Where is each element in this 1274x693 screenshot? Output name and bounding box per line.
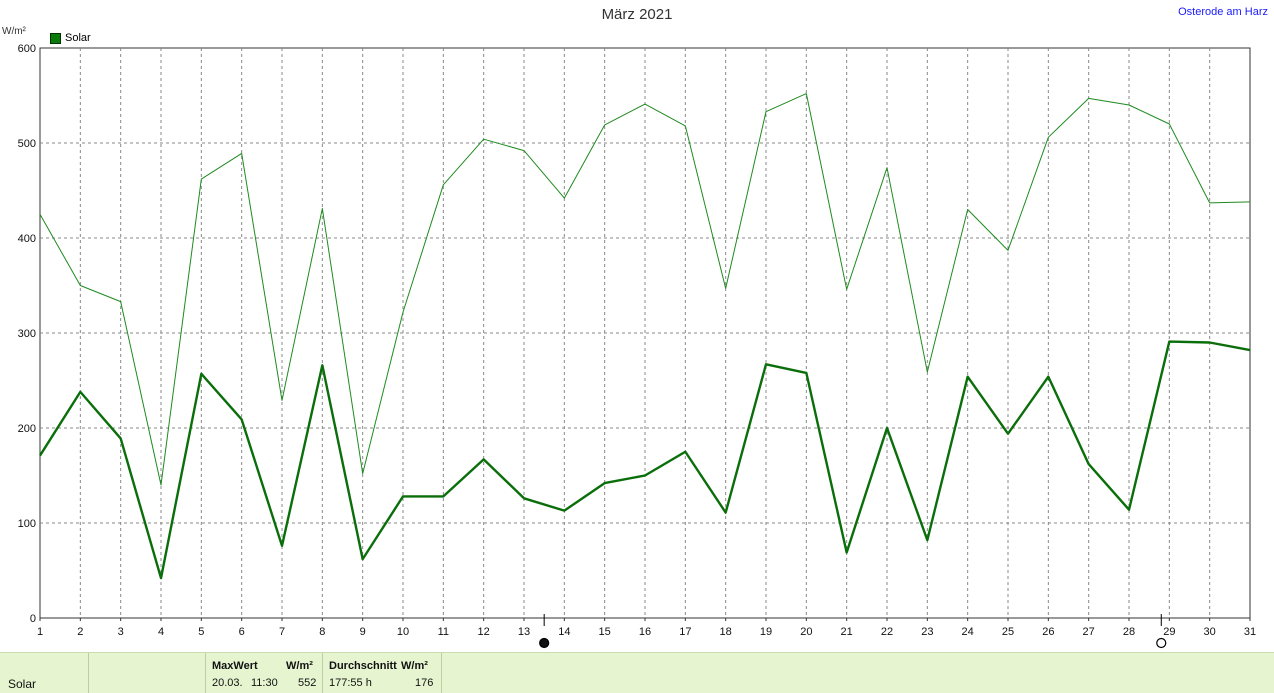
- x-tick-label: 26: [1042, 626, 1054, 638]
- avg-header: Durchschnitt: [329, 660, 397, 672]
- x-tick-label: 18: [720, 626, 732, 638]
- y-tick-label: 600: [18, 43, 36, 55]
- x-tick-label: 7: [279, 626, 285, 638]
- max-value: 552: [298, 677, 317, 689]
- x-tick-label: 31: [1244, 626, 1256, 638]
- x-tick-label: 22: [881, 626, 893, 638]
- avg-duration: 177:55 h: [329, 677, 372, 689]
- x-tick-label: 12: [478, 626, 490, 638]
- max-header: MaxWert: [212, 660, 258, 672]
- x-tick-label: 20: [800, 626, 812, 638]
- series-line-solar-max: [39, 93, 1251, 486]
- y-tick-label: 200: [18, 423, 36, 435]
- footer-max-cell: MaxWert W/m² 20.03. 11:30 552: [206, 653, 323, 693]
- y-tick-label: 100: [18, 518, 36, 530]
- x-tick-label: 10: [397, 626, 409, 638]
- stats-footer: Solar MaxWert W/m² 20.03. 11:30 552 Durc…: [0, 652, 1274, 693]
- max-unit-header: W/m²: [286, 660, 313, 672]
- x-tick-label: 15: [599, 626, 611, 638]
- x-tick-label: 8: [319, 626, 325, 638]
- x-tick-label: 21: [841, 626, 853, 638]
- y-axis-unit: W/m²: [2, 26, 26, 37]
- legend-swatch: [50, 32, 61, 44]
- x-tick-label: 4: [158, 626, 164, 638]
- x-tick-label: 13: [518, 626, 530, 638]
- footer-avg-cell: Durchschnitt W/m² 177:55 h 176: [323, 653, 442, 693]
- max-date: 20.03.: [212, 677, 243, 689]
- avg-value: 176: [415, 677, 434, 689]
- full-moon-icon: [539, 637, 550, 649]
- x-tick-label: 23: [921, 626, 933, 638]
- x-tick-label: 24: [962, 626, 974, 638]
- x-tick-label: 29: [1163, 626, 1175, 638]
- x-tick-label: 27: [1083, 626, 1095, 638]
- legend: Solar: [50, 32, 91, 44]
- location-label[interactable]: Osterode am Harz: [1178, 6, 1268, 18]
- x-tick-label: 28: [1123, 626, 1135, 638]
- x-tick-label: 1: [37, 626, 43, 638]
- x-tick-label: 5: [198, 626, 204, 638]
- max-time: 11:30: [251, 677, 278, 689]
- x-tick-label: 9: [360, 626, 366, 638]
- x-tick-label: 30: [1204, 626, 1216, 638]
- y-tick-label: 300: [18, 328, 36, 340]
- y-tick-label: 500: [18, 138, 36, 150]
- x-tick-label: 11: [438, 626, 449, 638]
- series-line-solar-avg: [38, 340, 1251, 580]
- footer-empty-cell: [89, 653, 206, 693]
- x-tick-label: 2: [77, 626, 83, 638]
- x-tick-label: 6: [239, 626, 245, 638]
- y-tick-label: 400: [18, 233, 36, 245]
- legend-label: Solar: [65, 32, 91, 44]
- x-tick-label: 25: [1002, 626, 1014, 638]
- x-tick-label: 14: [558, 626, 570, 638]
- footer-series-name: Solar: [8, 677, 37, 691]
- avg-unit-header: W/m²: [401, 660, 428, 672]
- footer-series-cell: Solar: [0, 653, 89, 693]
- x-tick-label: 3: [118, 626, 124, 638]
- new-moon-icon: [1156, 637, 1167, 649]
- x-tick-label: 19: [760, 626, 772, 638]
- y-tick-label: 0: [30, 613, 36, 625]
- x-tick-label: 16: [639, 626, 651, 638]
- chart-title: März 2021: [601, 6, 673, 23]
- x-tick-label: 17: [679, 626, 691, 638]
